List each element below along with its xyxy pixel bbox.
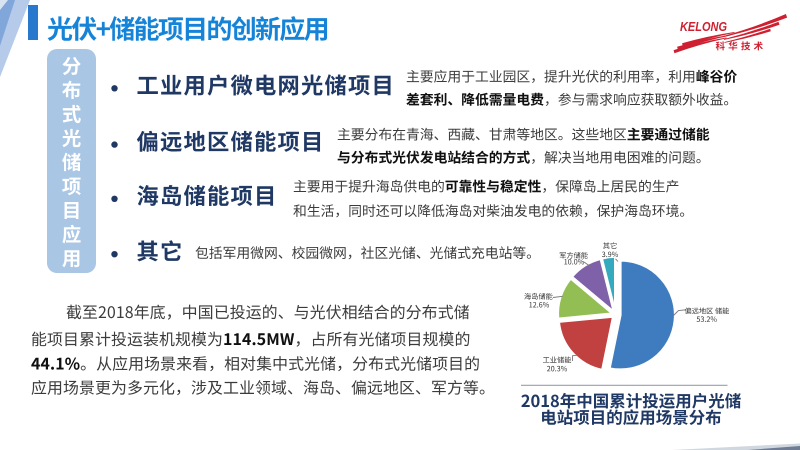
svg-text:KELONG: KELONG	[680, 20, 727, 34]
